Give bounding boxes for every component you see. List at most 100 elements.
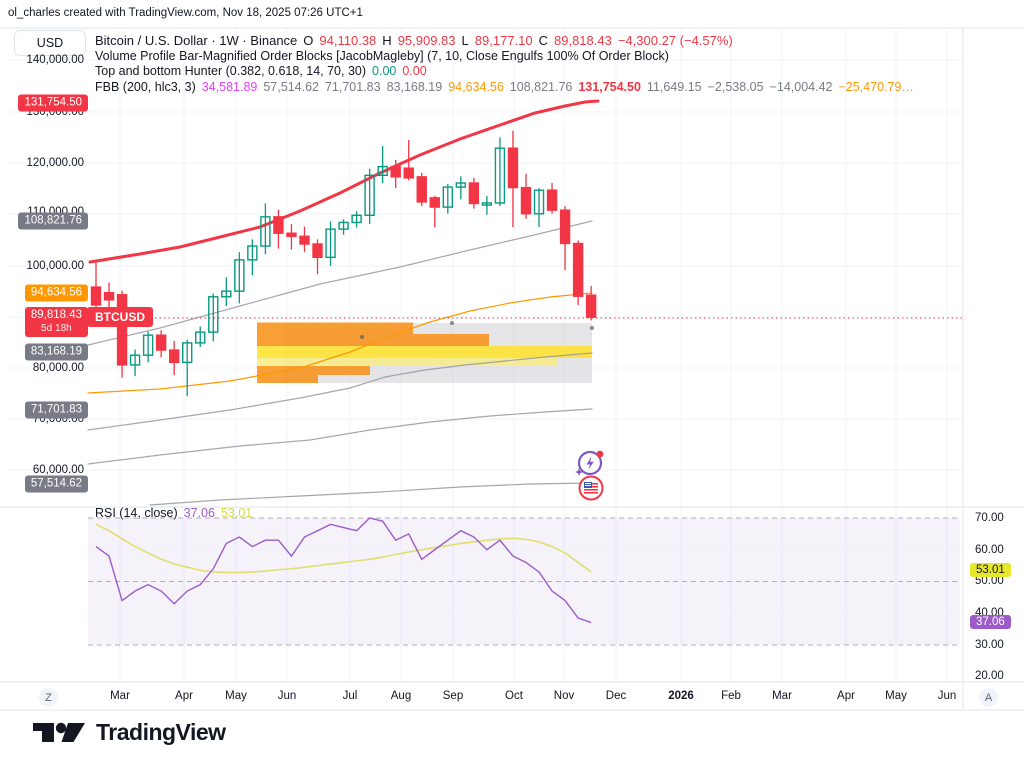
candle-body [208, 296, 219, 333]
legend-value: Volume Profile Bar-Magnified Order Block… [95, 49, 669, 63]
legend-value: L [461, 33, 469, 48]
fbb-upper-2 [88, 99, 600, 264]
volume-profile-bar [257, 322, 413, 334]
legend-value: 108,821.76 [509, 80, 573, 94]
lightning-glyph [586, 456, 594, 470]
rsi-value-badge: 37.06 [970, 615, 1011, 629]
candle-body [403, 167, 414, 179]
candle-body [90, 286, 102, 306]
fbb-lower-1 [149, 482, 593, 506]
rsi-axis-label: 70.00 [975, 512, 1004, 524]
candle-body [442, 186, 454, 208]
candle-body [299, 235, 310, 245]
fbb-upper-1 [87, 220, 593, 346]
legend-value: Top and bottom Hunter (0.382, 0.618, 14,… [95, 64, 367, 78]
volume-profile-bar [257, 346, 592, 358]
price-badge: 108,821.76 [18, 212, 88, 230]
fbb-lower-05 [87, 408, 593, 465]
candle-body [572, 242, 584, 297]
candle-body [116, 294, 128, 366]
price-badge: 131,754.50 [18, 94, 88, 112]
candle-body [129, 354, 141, 366]
sparkle-glyph [575, 468, 583, 476]
candle-body [507, 147, 519, 189]
price-badge: 89,818.43 5d 18h [24, 307, 88, 337]
rsi-ma-line [95, 523, 592, 574]
legend-value: 95,909.83 [397, 33, 456, 48]
price-badge: 57,514.62 [24, 475, 88, 493]
rsi-value-badge: 53.01 [970, 563, 1011, 577]
candle-body [351, 214, 362, 224]
legend-value: 0.00 [372, 64, 397, 78]
time-axis-label: Jun [277, 690, 297, 702]
candle-body [260, 216, 271, 247]
time-axis-label: 2026 [668, 690, 694, 702]
time-axis-label: Apr [837, 690, 855, 702]
auto-scale-button[interactable]: A [979, 688, 998, 707]
candle-body [312, 243, 323, 259]
time-axis-label: Mar [110, 690, 130, 702]
price-axis-label: 80,000.00 [32, 362, 84, 374]
time-axis-label: Mar [772, 690, 792, 702]
fbb-basis [87, 352, 593, 431]
time-axis-label: Jul [342, 690, 358, 702]
rsi-axis-label: 50.00 [975, 575, 1004, 587]
legend-row[interactable]: Bitcoin / U.S. Dollar · 1W · Binance O 94,… [95, 33, 739, 48]
legend-value: 94,110.38 [319, 33, 377, 48]
legend-value: 34,581.89 [201, 80, 258, 94]
time-axis-label: May [885, 690, 907, 702]
legend-row[interactable]: FBB (200, hlc3, 3) 34,581.89 57,514.62 71,7… [95, 80, 920, 94]
candle-body [234, 259, 245, 292]
candle-body [168, 349, 180, 364]
time-axis-label: Nov [553, 690, 575, 702]
rsi-line [95, 517, 592, 624]
time-axis-label: Apr [175, 690, 193, 702]
time-axis-label: Jun [937, 690, 957, 702]
legend-row[interactable]: RSI (14, close) 37.06 53.01 [95, 506, 258, 520]
us-economic-event-icon[interactable] [578, 475, 604, 501]
legend-row[interactable]: Volume Profile Bar-Magnified Order Block… [95, 49, 675, 63]
legend-value: 94,634.56 [448, 80, 504, 94]
time-axis-label: Feb [721, 690, 741, 702]
candle-body [559, 209, 571, 245]
candle-body [585, 294, 597, 318]
legend-value: 89,818.43 [554, 33, 612, 48]
candle-body [195, 331, 206, 344]
price-axis-label: 120,000.00 [26, 157, 84, 169]
legend-value: 53.01 [220, 506, 253, 520]
rsi-axis-label: 30.00 [975, 639, 1004, 651]
candle-body [481, 202, 493, 206]
currency-button[interactable]: USD [14, 30, 86, 56]
timezone-button[interactable]: Z [39, 688, 58, 707]
time-axis-label: May [225, 690, 247, 702]
price-axis-label: 140,000.00 [26, 54, 84, 66]
rsi-axis-label: 60.00 [975, 544, 1004, 556]
tradingview-logo[interactable]: TradingView [30, 716, 226, 748]
candle-body [455, 182, 467, 188]
legend-value: 57,514.62 [263, 80, 319, 94]
candle-body [494, 147, 506, 204]
legend-value: 0.00 [402, 64, 427, 78]
candle-body [155, 334, 167, 351]
candle-body [338, 221, 349, 230]
price-axis-label: 100,000.00 [26, 260, 84, 272]
rsi-axis-label: 20.00 [975, 670, 1004, 682]
candle-body [182, 342, 193, 364]
candle-body [221, 290, 232, 298]
legend-value: 89,177.10 [474, 33, 533, 48]
legend-value: 83,168.19 [386, 80, 443, 94]
legend-value: −25,470.79… [838, 80, 914, 94]
ai-event-icon[interactable] [573, 448, 605, 480]
time-axis-label: Sep [442, 690, 464, 702]
candle-body [142, 334, 154, 356]
candle-body [325, 228, 336, 259]
tradingview-logo-text: TradingView [96, 718, 226, 745]
candle-body [546, 189, 558, 211]
legend-row[interactable]: Top and bottom Hunter (0.382, 0.618, 14,… [95, 64, 433, 78]
time-axis-label: Dec [605, 690, 627, 702]
legend-value: −14,004.42 [769, 80, 833, 94]
attribution-text: ol_charles created with TradingView.com,… [8, 7, 363, 19]
candle-body [468, 182, 480, 205]
legend-value: O [303, 33, 314, 48]
